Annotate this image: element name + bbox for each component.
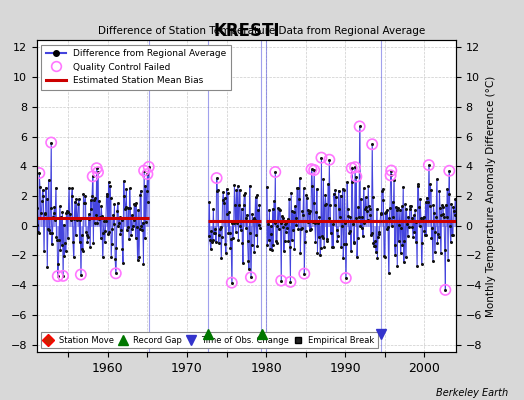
Point xyxy=(212,175,221,181)
Point xyxy=(424,162,433,168)
Point xyxy=(59,273,67,279)
Point xyxy=(271,169,279,175)
Point xyxy=(308,166,316,172)
Text: Berkeley Earth: Berkeley Earth xyxy=(436,388,508,398)
Point xyxy=(92,165,101,172)
Point xyxy=(145,164,153,170)
Point xyxy=(368,141,376,148)
Point xyxy=(47,139,56,146)
Point xyxy=(325,156,333,163)
Point xyxy=(53,273,62,279)
Point xyxy=(227,280,236,286)
Point xyxy=(286,279,294,285)
Point xyxy=(386,172,395,178)
Point xyxy=(387,167,396,174)
Point xyxy=(317,154,325,161)
Point xyxy=(143,171,151,177)
Point xyxy=(247,274,255,280)
Title: KRESTI: KRESTI xyxy=(213,22,279,40)
Legend: Station Move, Record Gap, Time of Obs. Change, Empirical Break: Station Move, Record Gap, Time of Obs. C… xyxy=(41,332,378,348)
Point xyxy=(351,164,359,170)
Point xyxy=(94,169,102,175)
Point xyxy=(355,123,364,130)
Point xyxy=(352,173,361,180)
Point xyxy=(77,271,85,278)
Y-axis label: Monthly Temperature Anomaly Difference (°C): Monthly Temperature Anomaly Difference (… xyxy=(486,75,496,317)
Point xyxy=(441,287,450,293)
Point xyxy=(35,170,43,176)
Point xyxy=(445,168,453,174)
Point xyxy=(300,270,309,277)
Point xyxy=(277,277,286,284)
Point xyxy=(112,270,120,276)
Point xyxy=(342,275,350,281)
Point xyxy=(140,167,148,174)
Text: Difference of Station Temperature Data from Regional Average: Difference of Station Temperature Data f… xyxy=(99,26,425,36)
Point xyxy=(89,173,97,180)
Point xyxy=(347,165,356,171)
Point xyxy=(310,167,319,173)
